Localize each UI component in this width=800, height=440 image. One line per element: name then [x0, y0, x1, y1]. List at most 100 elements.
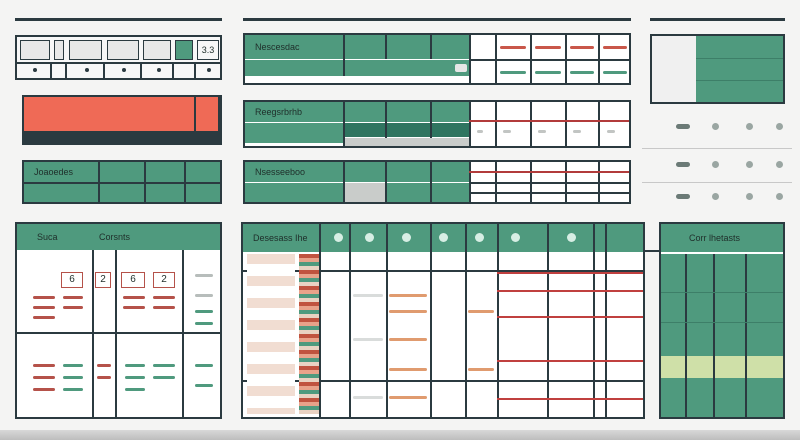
left-table-2: Joaoedes: [22, 160, 222, 204]
bm-red-row-1: [497, 272, 643, 274]
setting-toggle-3[interactable]: [676, 194, 690, 199]
mid-table-1-divider: [469, 59, 629, 61]
bm-orange-3: [389, 338, 427, 341]
setting-dot-1b[interactable]: [746, 123, 753, 130]
bm-stripe-col: [299, 254, 319, 414]
bl-green-8: [125, 388, 145, 391]
stepper-cell-1[interactable]: 6: [61, 272, 83, 288]
toolbar-button-5[interactable]: [143, 40, 171, 60]
bl-red-7: [123, 306, 145, 309]
toolbar-button-2[interactable]: [54, 40, 64, 60]
toolbar-button-3[interactable]: [69, 40, 102, 60]
bottom-left-col-2: [115, 250, 117, 417]
mid-table-1-title: Nescesdac: [255, 42, 300, 52]
bm-col-9: [605, 224, 607, 417]
toolbar-button-4[interactable]: [107, 40, 139, 60]
setting-dot-3c[interactable]: [776, 193, 783, 200]
br-col-2b: [713, 356, 715, 378]
bl-red-8: [153, 296, 175, 299]
bottom-right-header: [661, 224, 783, 252]
mid-table-1-red-3: [570, 46, 594, 49]
br-row-1: [661, 292, 783, 293]
mid-table-2-row: [245, 123, 343, 143]
bl-green-3: [63, 364, 83, 367]
bm-fade-rows: [247, 254, 295, 414]
mid-table-1-red-4: [603, 46, 627, 49]
bm-col-7: [547, 224, 549, 417]
toolbar-button-1[interactable]: [20, 40, 50, 60]
bm-orange-5: [389, 396, 427, 399]
bottom-right-title: Corr lhetasts: [689, 233, 741, 243]
setting-dot-2b[interactable]: [746, 161, 753, 168]
bl-red-3: [33, 316, 55, 319]
bl-green-10: [153, 376, 175, 379]
right-card: [650, 34, 785, 104]
mid-table-3-row-c: [387, 183, 469, 202]
setting-dot-3b[interactable]: [746, 193, 753, 200]
bl-red-4: [63, 296, 83, 299]
bm-col-6: [497, 224, 499, 417]
header-dot-5[interactable]: [475, 233, 484, 242]
bl-red-12: [33, 388, 55, 391]
br-col-2: [713, 254, 715, 417]
setting-dot-3a[interactable]: [712, 193, 719, 200]
bl-green-5: [63, 388, 83, 391]
header-dot-1[interactable]: [334, 233, 343, 242]
bl-green-11: [195, 364, 213, 367]
bm-col-2: [349, 224, 351, 417]
bottom-right-table: Corr lhetasts: [659, 222, 785, 419]
alert-banner-fill: [24, 97, 194, 131]
settings-divider-1: [642, 148, 792, 149]
bm-orange-6: [468, 310, 494, 313]
br-col-3: [745, 254, 747, 417]
setting-dot-2a[interactable]: [712, 161, 719, 168]
mid-table-2-mark-5: [607, 130, 615, 133]
bm-gray-2: [353, 338, 383, 341]
bm-row-2: [243, 380, 643, 382]
mid-table-3-col-1: [343, 162, 345, 202]
header-dot-2[interactable]: [365, 233, 374, 242]
header-dot-7[interactable]: [567, 233, 576, 242]
bottom-mid-table: Desesass Ihe: [241, 222, 645, 419]
mid-table-1-green-1: [500, 71, 526, 74]
setting-toggle-2[interactable]: [676, 162, 690, 167]
mid-table-3-divider-c: [469, 192, 629, 194]
alert-banner: [22, 95, 222, 145]
bl-red-13: [97, 364, 111, 367]
setting-dot-1c[interactable]: [776, 123, 783, 130]
bl-red-2: [33, 306, 55, 309]
mid-table-1-col-1: [343, 35, 345, 76]
header-dot-3[interactable]: [402, 233, 411, 242]
mid-table-2-mark-1: [477, 130, 483, 133]
right-card-fill: [696, 36, 783, 102]
settings-divider-2: [642, 182, 792, 183]
mid-table-3-row: [245, 183, 343, 202]
bl-red-6: [123, 296, 145, 299]
stepper-cell-2[interactable]: 2: [95, 272, 111, 288]
header-dot-6[interactable]: [511, 233, 520, 242]
stepper-cell-3[interactable]: 6: [121, 272, 145, 288]
mid-table-2-mark-4: [573, 130, 581, 133]
settings-list: [642, 110, 792, 220]
mid-table-2-title: Reegsrbrhb: [255, 107, 303, 117]
toolbar-button-6[interactable]: [175, 40, 193, 60]
br-highlight-row: [661, 356, 783, 378]
mid-table-2: Reegsrbrhb: [243, 100, 631, 148]
mid-table-1-slider[interactable]: [455, 64, 467, 72]
header-dot-4[interactable]: [439, 233, 448, 242]
mid-table-2-col-6: [530, 102, 532, 146]
setting-dot-2c[interactable]: [776, 161, 783, 168]
left-table-2-row: [24, 183, 220, 202]
mid-table-2-header: [245, 102, 469, 122]
br-col-1b: [685, 356, 687, 378]
toolbar-divider: [17, 62, 220, 64]
setting-toggle-1[interactable]: [676, 124, 690, 129]
bottom-rule: [0, 430, 800, 440]
setting-dot-1a[interactable]: [712, 123, 719, 130]
toolbar-badge: 3.3: [197, 40, 219, 60]
mid-table-3-row-b: [344, 183, 386, 202]
mid-table-2-col-3: [430, 102, 432, 138]
toolbar-sep-3: [103, 62, 105, 78]
stepper-cell-4[interactable]: 2: [153, 272, 175, 288]
toolbar-sep-6: [194, 62, 196, 78]
